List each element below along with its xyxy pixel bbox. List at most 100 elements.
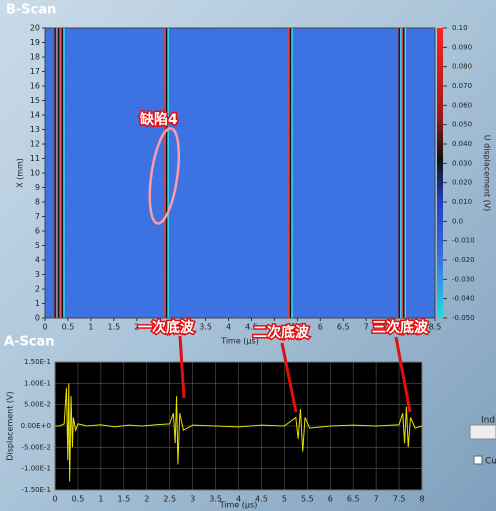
y-tick-label: 9 (35, 183, 40, 192)
x-tick-label: 3 (180, 323, 185, 332)
x-tick-label: 1.5 (117, 495, 130, 504)
index-field[interactable] (469, 424, 496, 440)
y-tick-label: 14 (30, 111, 40, 120)
echo-stripe (52, 28, 58, 318)
y-axis-label: X (mm) (16, 158, 25, 188)
x-tick-label: 6.5 (347, 495, 360, 504)
x-tick-label: 8 (410, 323, 415, 332)
colorbar-tick-label: 0.030 (452, 159, 472, 167)
y-tick-label: 5 (35, 241, 40, 250)
annotation: 二次底波 (253, 324, 310, 341)
colorbar-tick-label: -0.050 (452, 314, 475, 322)
x-tick-label: 7.5 (393, 495, 406, 504)
y-tick-label: 18 (30, 53, 40, 62)
x-tick-label: 0 (52, 495, 57, 504)
checkbox[interactable] (473, 455, 483, 465)
colorbar-tick-label: 0.040 (452, 140, 472, 148)
y-tick-label: 15 (30, 96, 40, 105)
colorbar (437, 28, 443, 318)
x-tick-label: 2.5 (153, 323, 166, 332)
x-tick-label: 6.5 (337, 323, 350, 332)
y-tick-label: 3 (35, 270, 40, 279)
echo-stripe (288, 28, 293, 318)
x-tick-label: 1 (98, 495, 103, 504)
x-tick-label: 5 (282, 495, 287, 504)
x-tick-label: 7 (364, 323, 369, 332)
echo-stripe (56, 28, 62, 318)
x-tick-label: 0.5 (72, 495, 85, 504)
y-tick-label: 4 (35, 256, 40, 265)
x-tick-label: 0 (42, 323, 47, 332)
ascan-title: A-Scan (4, 335, 55, 350)
y-tick-label: 0.00E+0 (21, 422, 51, 430)
colorbar-tick-label: 0.060 (452, 101, 472, 109)
x-tick-label: 3 (190, 495, 195, 504)
y-tick-label: 12 (30, 140, 40, 149)
x-tick-label: 6 (328, 495, 333, 504)
echo-stripe (401, 28, 407, 318)
x-tick-label: 4.5 (245, 323, 258, 332)
x-tick-label: 0.5 (62, 323, 75, 332)
defect-marker (148, 127, 181, 225)
colorbar-tick-label: -0.010 (452, 237, 475, 245)
y-tick-label: 5.00E-2 (24, 401, 51, 409)
y-tick-label: 1 (35, 299, 40, 308)
y-tick-label: 16 (30, 82, 40, 91)
y-tick-label: 13 (30, 125, 40, 134)
echo-stripe (396, 28, 402, 318)
annotation: 缺陷4 (140, 111, 178, 128)
y-tick-label: 1.50E-1 (24, 358, 51, 366)
annotation-arrow (280, 342, 298, 413)
x-tick-label: 1.5 (107, 323, 120, 332)
x-axis-label: Time (µs) (220, 337, 259, 346)
x-tick-label: 2 (144, 495, 149, 504)
annotation: 一次底波 (138, 319, 195, 336)
x-tick-label: 2 (134, 323, 139, 332)
y-tick-label: 11 (30, 154, 40, 163)
y-tick-label: 20 (30, 24, 40, 33)
colorbar-tick-label: 0.020 (452, 179, 472, 187)
annotation: 三次底波 (372, 319, 429, 336)
colorbar-tick-label: -0.040 (452, 295, 475, 303)
x-axis-label: Time (µs) (219, 501, 258, 510)
y-tick-label: 1.00E-1 (24, 379, 51, 387)
y-tick-label: 2 (35, 285, 40, 294)
colorbar-tick-label: 0.090 (452, 43, 472, 51)
echo-stripe (60, 28, 65, 318)
annotation-arrow (178, 335, 186, 399)
colorbar-tick-label: -0.030 (452, 275, 475, 283)
x-tick-label: 5.5 (291, 323, 304, 332)
colorbar-label: U displacement (V) (483, 135, 492, 212)
x-tick-label: 7 (374, 495, 379, 504)
x-tick-label: 1 (88, 323, 93, 332)
x-tick-label: 7.5 (383, 323, 396, 332)
y-tick-label: 6 (35, 227, 40, 236)
colorbar-tick-label: 0.010 (452, 198, 472, 206)
colorbar-tick-label: 0.070 (452, 82, 472, 90)
x-tick-label: 5 (272, 323, 277, 332)
x-tick-label: 4 (236, 495, 241, 504)
colorbar-tick-label: 0.10 (452, 24, 468, 32)
colorbar-tick-label: 0.080 (452, 63, 472, 71)
y-tick-label: -1.50E-1 (21, 486, 51, 494)
y-tick-label: 8 (35, 198, 40, 207)
x-tick-label: 4 (226, 323, 231, 332)
colorbar-tick-label: 0.0 (452, 217, 463, 225)
y-axis-label: Displacement (V) (6, 391, 15, 460)
x-tick-label: 2.5 (163, 495, 176, 504)
x-tick-label: 4.5 (255, 495, 268, 504)
signal-line (55, 383, 423, 482)
colorbar-tick-label: -0.020 (452, 256, 475, 264)
y-tick-label: 0 (35, 314, 40, 323)
x-tick-label: 5.5 (301, 495, 314, 504)
echo-stripe (164, 28, 169, 318)
colorbar-tick-label: 0.050 (452, 121, 472, 129)
x-tick-label: 6 (318, 323, 323, 332)
y-tick-label: 17 (30, 67, 40, 76)
x-tick-label: 3.5 (199, 323, 212, 332)
y-tick-label: -1.00E-1 (21, 465, 51, 473)
x-tick-label: 3.5 (209, 495, 222, 504)
bscan-title: B-Scan (6, 3, 56, 18)
side-label: Cu (485, 457, 496, 467)
